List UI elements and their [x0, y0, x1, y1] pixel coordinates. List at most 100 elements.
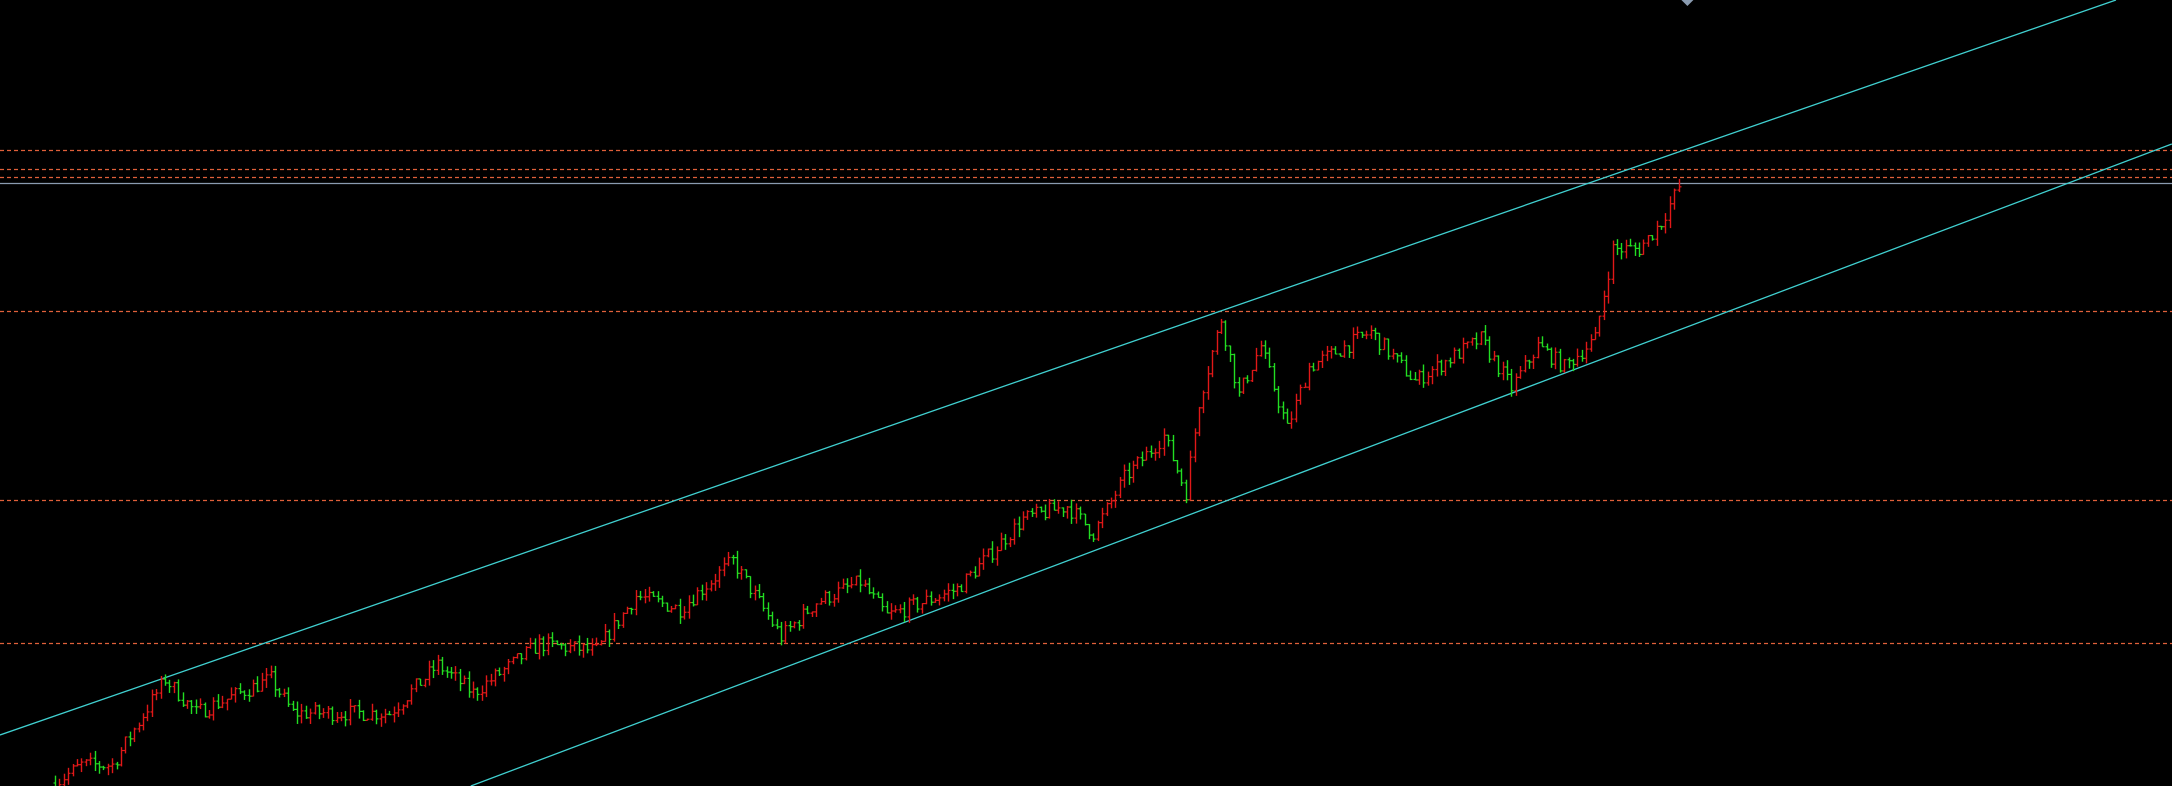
ohlc-bar — [1254, 347, 1259, 372]
ohlc-bar — [1580, 349, 1585, 362]
ohlc-bar — [1065, 505, 1070, 519]
ohlc-bar — [876, 591, 881, 599]
ohlc-bar — [1373, 327, 1378, 341]
ohlc-bar — [1624, 239, 1629, 259]
ohlc-bar — [1285, 408, 1290, 424]
ohlc-bar — [308, 708, 313, 724]
ohlc-bar — [1259, 340, 1264, 357]
ohlc-bar — [1105, 502, 1110, 517]
ohlc-bar — [964, 573, 969, 594]
ohlc-bar — [1496, 355, 1501, 378]
ohlc-bar — [1109, 497, 1114, 509]
ohlc-bar — [713, 573, 718, 591]
ohlc-bar — [801, 603, 806, 629]
ohlc-bar — [159, 675, 164, 699]
ohlc-bar — [968, 570, 973, 577]
ohlc-bar — [1355, 326, 1360, 339]
horizontal-levels — [0, 149, 2172, 645]
ohlc-bar — [1514, 373, 1519, 396]
markers — [1681, 0, 1694, 6]
ohlc-bar — [1593, 326, 1598, 341]
ohlc-bar — [717, 566, 722, 588]
ohlc-bar — [198, 698, 203, 710]
ohlc-bar — [335, 711, 340, 723]
ohlc-bar — [1351, 327, 1356, 359]
ohlc-bar — [981, 548, 986, 570]
ohlc-bar — [678, 598, 683, 624]
ohlc-bar — [502, 666, 507, 682]
ohlc-bar — [1399, 352, 1404, 364]
ohlc-bar — [880, 593, 885, 612]
ohlc-bar — [1017, 516, 1022, 538]
ohlc-bar — [449, 667, 454, 679]
ohlc-bar — [1360, 331, 1365, 338]
ohlc-bar — [1663, 213, 1668, 234]
ohlc-bar — [1501, 361, 1506, 381]
ohlc-bar — [1127, 462, 1132, 485]
ohlc-bar — [1175, 459, 1180, 474]
ohlc-bar — [1558, 348, 1563, 373]
ohlc-bar — [647, 586, 652, 602]
ohlc-bar — [343, 711, 348, 727]
ohlc-bar — [392, 706, 397, 723]
ohlc-bar — [638, 590, 643, 601]
ohlc-bar — [726, 551, 731, 567]
ohlc-bar — [1245, 375, 1250, 384]
ohlc-bar — [427, 660, 432, 686]
ohlc-bar — [282, 688, 287, 698]
ohlc-bar — [889, 603, 894, 620]
ohlc-bar — [1448, 357, 1453, 368]
ohlc-bar — [1567, 357, 1572, 369]
ohlc-bar — [137, 722, 142, 733]
ohlc-bar — [1184, 479, 1189, 504]
ohlc-bar — [537, 634, 542, 660]
ohlc-bar — [409, 684, 414, 705]
ohlc-bar — [467, 671, 472, 698]
ohlc-bar — [1549, 347, 1554, 368]
ohlc-bar — [423, 678, 428, 688]
ohlc-bar — [977, 557, 982, 577]
ohlc-bar — [299, 703, 304, 724]
ohlc-bar — [176, 679, 181, 702]
ohlc-bar — [1188, 450, 1193, 501]
ohlc-bar — [1276, 386, 1281, 414]
ohlc-bar — [361, 710, 366, 722]
ohlc-bar — [634, 590, 639, 616]
ohlc-bar — [1553, 347, 1558, 370]
ohlc-bar — [1333, 346, 1338, 355]
ohlc-bar — [1338, 353, 1343, 357]
ohlc-bar — [528, 637, 533, 649]
ohlc-bar — [1474, 332, 1479, 350]
ohlc-bar — [1153, 448, 1158, 461]
ohlc-bar — [643, 589, 648, 604]
ohlc-bar — [911, 594, 916, 605]
ohlc-bar — [1369, 325, 1374, 339]
ohlc-bar — [387, 710, 392, 716]
ohlc-bar — [893, 605, 898, 613]
ohlc-bar — [823, 590, 828, 604]
ohlc-bar — [489, 673, 494, 686]
ohlc-bar — [436, 654, 441, 675]
ohlc-bar — [1223, 320, 1228, 351]
ohlc-bar — [1575, 348, 1580, 367]
ohlc-bar — [273, 665, 278, 697]
ohlc-bar — [440, 656, 445, 675]
ohlc-bar — [1047, 498, 1052, 519]
ohlc-bar — [339, 711, 344, 722]
ohlc-bar — [1483, 325, 1488, 346]
ohlc-bar — [1298, 384, 1303, 405]
ohlc-bar — [599, 640, 604, 646]
ohlc-bar — [788, 621, 793, 632]
ohlc-bar — [783, 621, 788, 644]
ohlc-bar — [1479, 331, 1484, 346]
ohlc-bar — [744, 569, 749, 579]
ohlc-bar — [1179, 468, 1184, 487]
ohlc-bar — [348, 699, 353, 726]
ohlc-bar — [93, 750, 98, 772]
ohlc-bar — [1307, 362, 1312, 391]
ohlc-bar — [101, 765, 106, 771]
ohlc-bar — [1443, 359, 1448, 377]
ohlc-bar — [665, 602, 670, 612]
ohlc-bar — [1571, 358, 1576, 372]
